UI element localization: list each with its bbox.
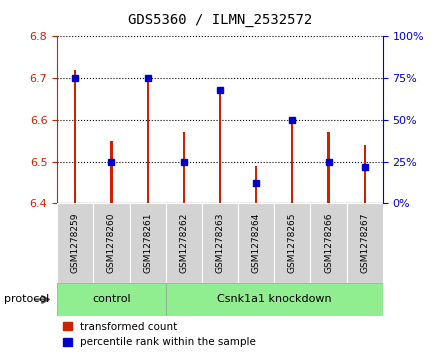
Legend: transformed count, percentile rank within the sample: transformed count, percentile rank withi… <box>59 318 260 351</box>
Bar <box>110 141 113 203</box>
Text: GSM1278260: GSM1278260 <box>107 213 116 273</box>
Bar <box>74 70 77 203</box>
Text: GDS5360 / ILMN_2532572: GDS5360 / ILMN_2532572 <box>128 13 312 27</box>
Text: GSM1278261: GSM1278261 <box>143 213 152 273</box>
Text: GSM1278267: GSM1278267 <box>360 213 369 273</box>
Bar <box>57 283 166 316</box>
Bar <box>274 203 311 283</box>
Bar <box>202 203 238 283</box>
Bar <box>57 203 93 283</box>
Bar <box>327 132 330 203</box>
Bar <box>255 166 257 203</box>
Bar <box>311 203 347 283</box>
Text: protocol: protocol <box>4 294 50 305</box>
Bar <box>129 203 166 283</box>
Bar <box>238 203 274 283</box>
Bar <box>363 145 366 203</box>
Bar <box>219 91 221 203</box>
Text: GSM1278266: GSM1278266 <box>324 213 333 273</box>
Bar <box>166 283 383 316</box>
Bar <box>147 78 149 203</box>
Text: GSM1278265: GSM1278265 <box>288 213 297 273</box>
Text: control: control <box>92 294 131 305</box>
Text: GSM1278264: GSM1278264 <box>252 213 260 273</box>
Text: GSM1278262: GSM1278262 <box>180 213 188 273</box>
Text: GSM1278263: GSM1278263 <box>216 213 224 273</box>
Bar <box>166 203 202 283</box>
Bar <box>347 203 383 283</box>
Bar <box>183 132 185 203</box>
Text: Csnk1a1 knockdown: Csnk1a1 knockdown <box>217 294 332 305</box>
Text: GSM1278259: GSM1278259 <box>71 213 80 273</box>
Bar <box>93 203 129 283</box>
Bar <box>291 120 293 203</box>
